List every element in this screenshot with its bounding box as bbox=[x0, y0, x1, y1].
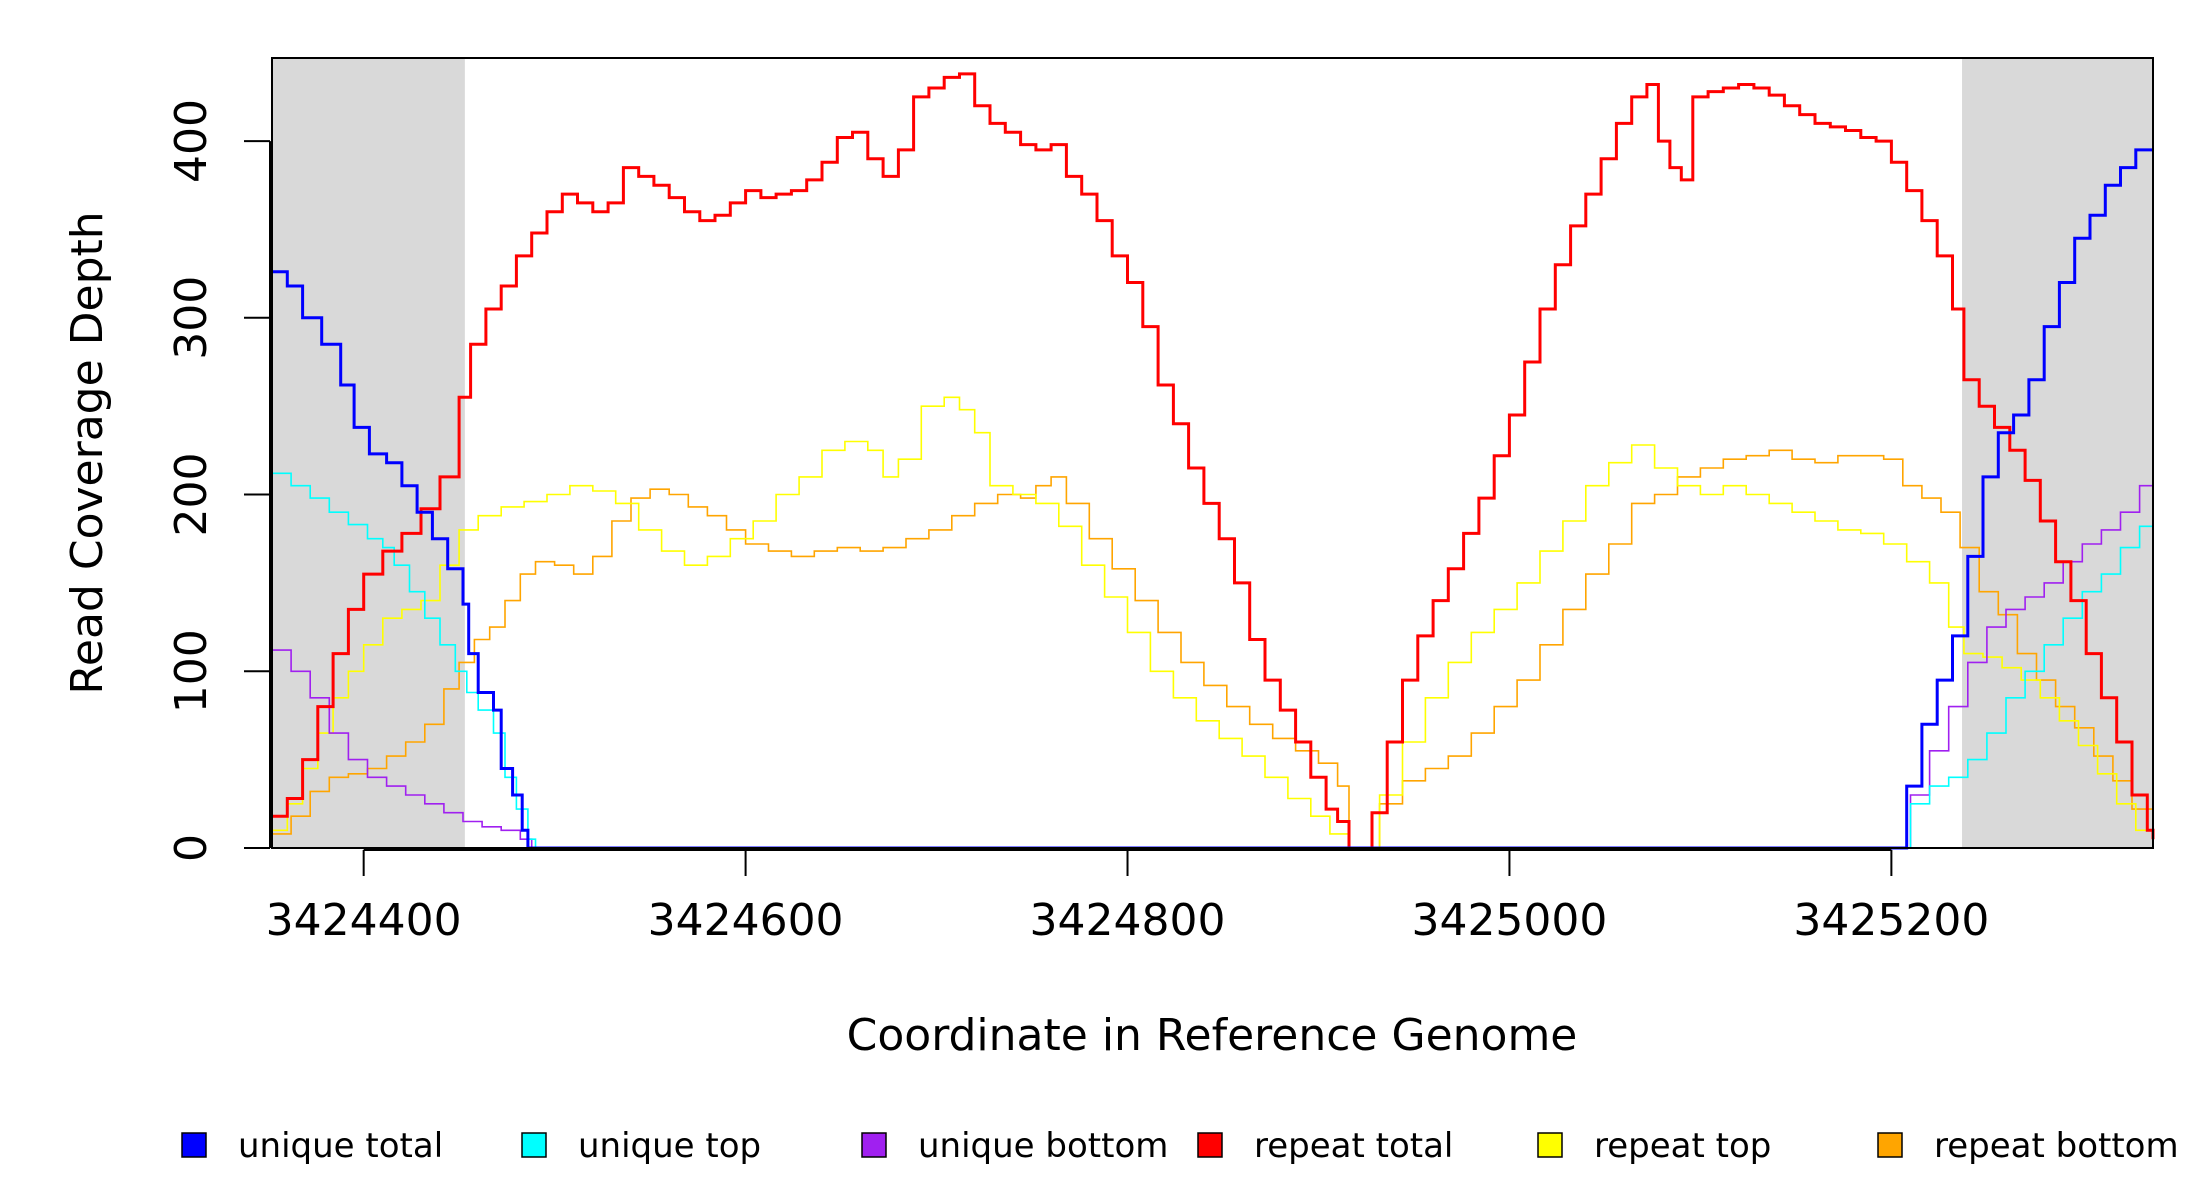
y-tick-label: 100 bbox=[166, 629, 217, 713]
series-line-repeat-bottom bbox=[272, 449, 2154, 849]
x-tick-label: 3425200 bbox=[1793, 895, 1989, 946]
series-line-unique-total bbox=[272, 148, 2153, 850]
legend-item-repeat-total: repeat total bbox=[1197, 1126, 1453, 1166]
legend-swatch bbox=[1537, 1132, 1563, 1158]
shaded-region-2 bbox=[1962, 58, 2153, 848]
legend-label: unique total bbox=[238, 1126, 443, 1166]
series-line-unique-top bbox=[272, 472, 2154, 849]
legend-swatch bbox=[1877, 1132, 1903, 1158]
legend-swatch bbox=[181, 1132, 207, 1158]
legend-label: unique bottom bbox=[918, 1126, 1168, 1166]
y-axis-title: Read Coverage Depth bbox=[62, 211, 113, 694]
series-line-repeat-top bbox=[272, 396, 2154, 849]
legend-swatch bbox=[861, 1132, 887, 1158]
x-tick-label: 3424600 bbox=[648, 895, 844, 946]
legend: unique total unique top unique bottom repea… bbox=[181, 1126, 2179, 1166]
legend-item-unique-bottom: unique bottom bbox=[861, 1126, 1168, 1166]
y-tick-label: 300 bbox=[166, 276, 217, 360]
series-line-repeat-total bbox=[272, 72, 2155, 850]
y-tick-label: 200 bbox=[166, 453, 217, 537]
legend-label: repeat top bbox=[1594, 1126, 1771, 1166]
x-tick-label: 3425000 bbox=[1411, 895, 1607, 946]
y-tick-label: 0 bbox=[166, 834, 217, 862]
legend-swatch bbox=[521, 1132, 547, 1158]
legend-item-repeat-bottom: repeat bottom bbox=[1877, 1126, 2179, 1166]
series-line-unique-bottom bbox=[272, 480, 2154, 849]
y-axis: 0 100 200 300 400 bbox=[166, 99, 271, 862]
legend-item-unique-top: unique top bbox=[521, 1126, 761, 1166]
legend-item-repeat-top: repeat top bbox=[1537, 1126, 1771, 1166]
shaded-regions bbox=[272, 58, 2153, 848]
legend-swatch bbox=[1197, 1132, 1223, 1158]
x-tick-label: 3424400 bbox=[266, 895, 462, 946]
legend-label: repeat bottom bbox=[1934, 1126, 2179, 1166]
y-tick-label: 400 bbox=[166, 99, 217, 183]
x-axis-title: Coordinate in Reference Genome bbox=[847, 1010, 1578, 1061]
legend-item-unique-total: unique total bbox=[181, 1126, 443, 1166]
series-lines bbox=[272, 72, 2155, 850]
plot-frame bbox=[271, 57, 2154, 849]
x-axis: 3424400 3424600 3424800 3425000 3425200 bbox=[266, 849, 1989, 946]
legend-label: unique top bbox=[578, 1126, 761, 1166]
x-tick-label: 3424800 bbox=[1030, 895, 1226, 946]
legend-label: repeat total bbox=[1254, 1126, 1453, 1166]
